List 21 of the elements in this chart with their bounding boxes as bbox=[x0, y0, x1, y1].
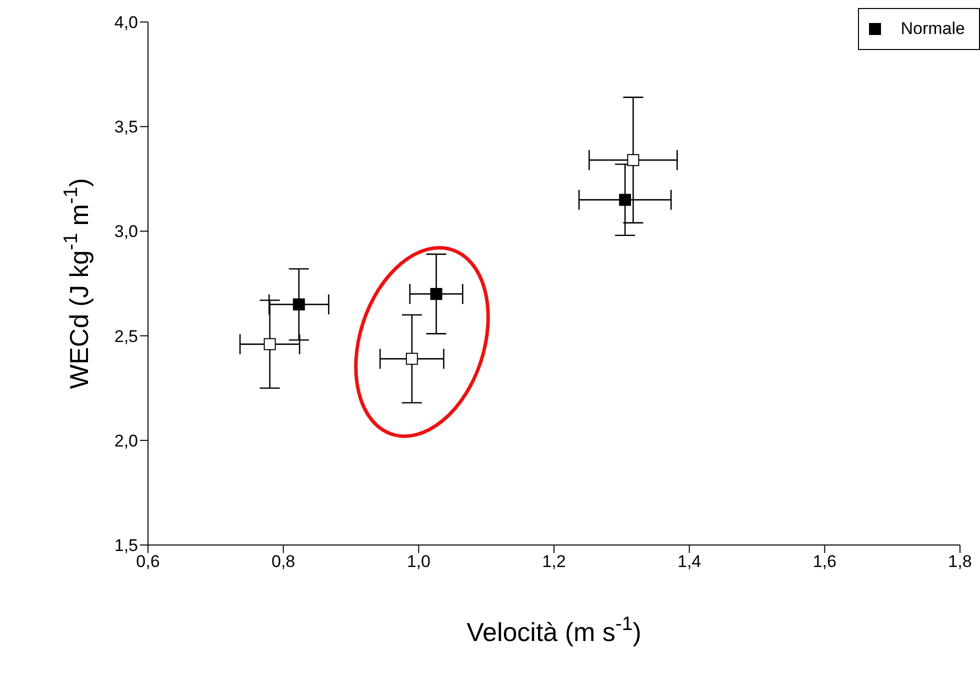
legend-label: Normale bbox=[900, 19, 965, 39]
point bbox=[264, 338, 276, 350]
y-tick-label: 2,0 bbox=[114, 431, 138, 450]
point bbox=[627, 154, 640, 166]
y-tick-label: 4,0 bbox=[114, 13, 138, 32]
x-tick-label: 0,6 bbox=[136, 552, 160, 572]
y-tick-label: 1,5 bbox=[114, 536, 138, 556]
point bbox=[430, 288, 442, 300]
point bbox=[406, 352, 418, 365]
y-tick-label: 3,0 bbox=[114, 222, 138, 242]
x-tick-label: 0,8 bbox=[272, 552, 296, 572]
x-axis-title: Velocità (m s$^{-1}$) bbox=[466, 613, 642, 647]
x-tick-label: 1,6 bbox=[812, 552, 836, 572]
y-tick-label: 2,5 bbox=[114, 326, 138, 346]
point bbox=[292, 298, 305, 310]
x-tick-label: 1,4 bbox=[678, 552, 702, 572]
y-tick-label: 3,5 bbox=[114, 118, 138, 137]
x-tick-label: 1,8 bbox=[948, 552, 972, 572]
x-tick-label: 1,0 bbox=[406, 552, 430, 572]
point bbox=[619, 194, 632, 206]
x-tick-label: 1,2 bbox=[542, 552, 566, 572]
